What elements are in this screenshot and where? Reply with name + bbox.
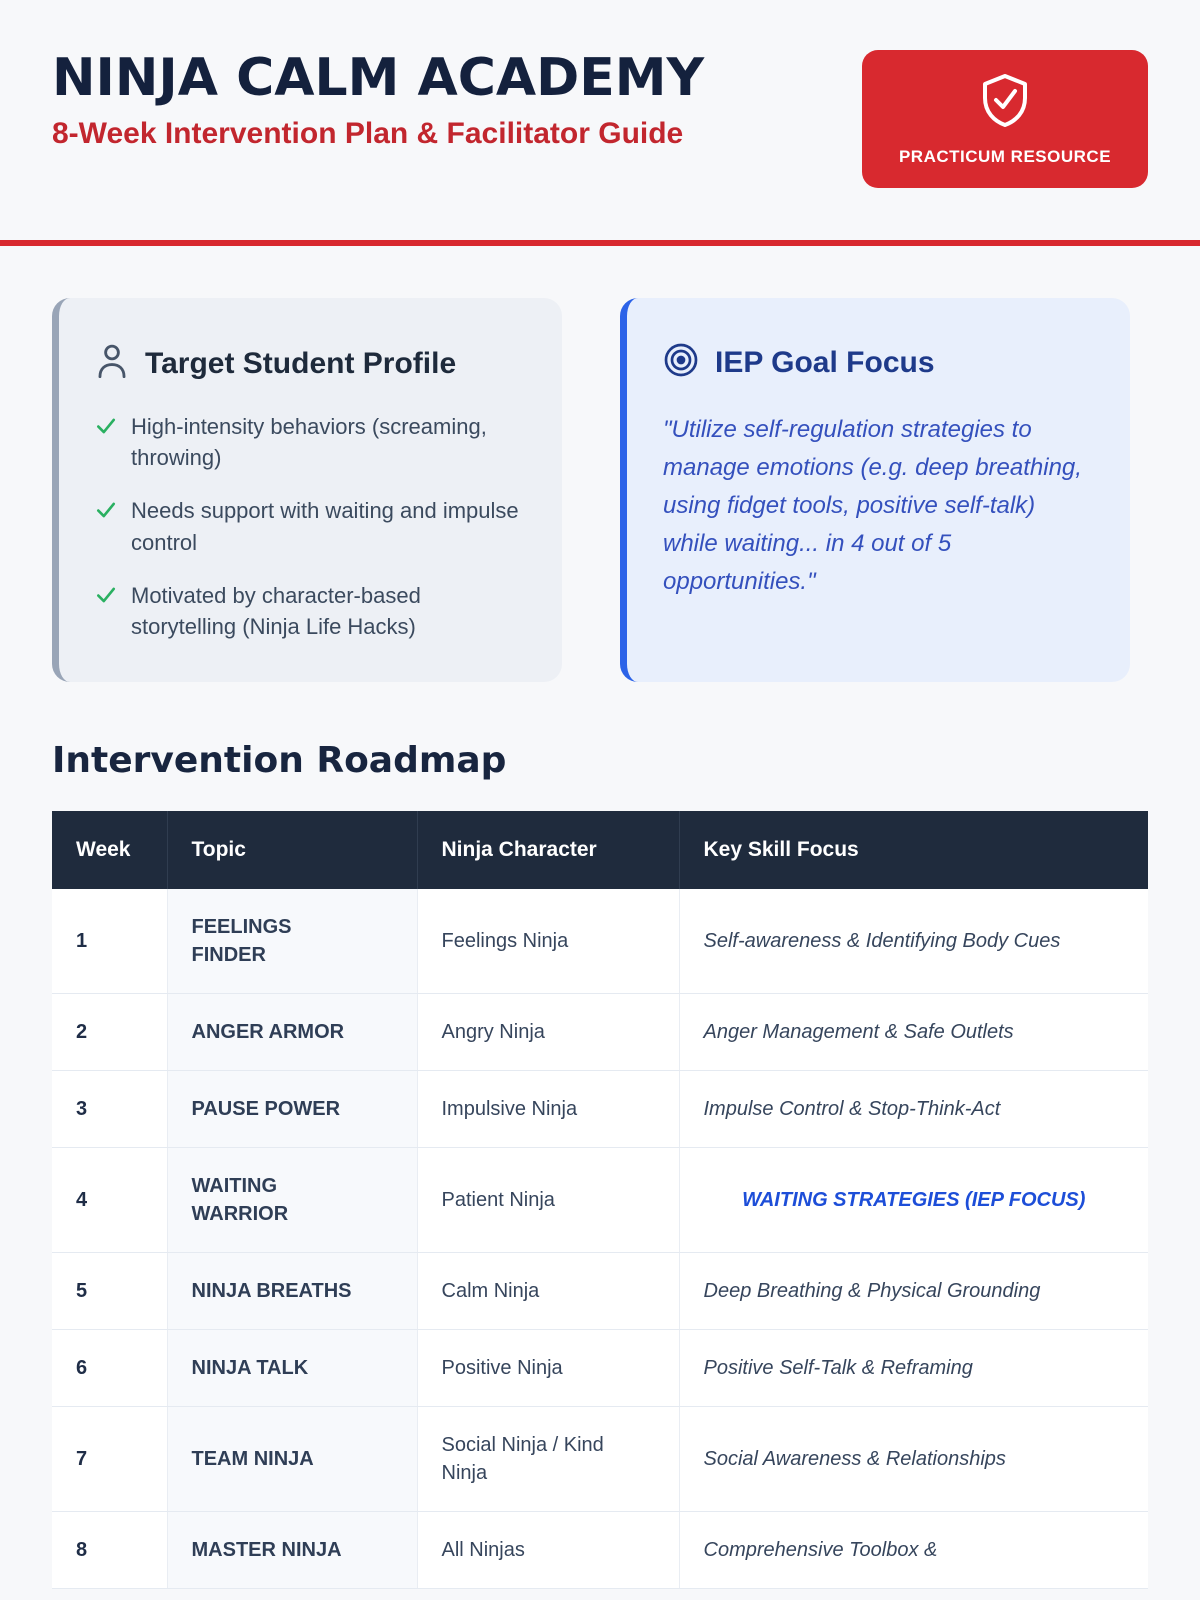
character-cell: Calm Ninja <box>416 1252 679 1331</box>
week-cell: 6 <box>52 1329 167 1408</box>
table-row: 7 TEAM NINJA Social Ninja / Kind Ninja S… <box>52 1406 1148 1513</box>
person-icon <box>95 342 129 385</box>
character-cell: All Ninjas <box>416 1511 679 1590</box>
skill-cell: Deep Breathing & Physical Grounding <box>678 1252 1148 1331</box>
topic-cell: FEELINGS FINDER <box>166 889 417 995</box>
table-body: 1 FEELINGS FINDER Feelings Ninja Self-aw… <box>52 889 1148 1590</box>
week-cell: 7 <box>52 1406 167 1513</box>
header-row: Week Topic Ninja Character Key Skill Foc… <box>52 811 1148 890</box>
target-icon <box>663 342 699 383</box>
list-item: Motivated by character-based storytellin… <box>95 580 526 642</box>
skill-cell: Positive Self-Talk & Reframing <box>678 1329 1148 1408</box>
week-cell: 4 <box>52 1147 167 1254</box>
table-row: 8 MASTER NINJA All Ninjas Comprehensive … <box>52 1511 1148 1590</box>
table-row: 6 NINJA TALK Positive Ninja Positive Sel… <box>52 1329 1148 1408</box>
character-cell: Patient Ninja <box>416 1147 679 1254</box>
column-header-skill: Key Skill Focus <box>679 811 1148 890</box>
iep-goal-quote: "Utilize self-regulation strategies to m… <box>663 416 1082 595</box>
badge-label: PRACTICUM RESOURCE <box>898 146 1112 166</box>
topic-cell: WAITING WARRIOR <box>166 1147 417 1254</box>
column-header-week: Week <box>52 811 168 890</box>
check-icon <box>95 498 117 557</box>
page-subtitle: 8-Week Intervention Plan & Facilitator G… <box>52 117 684 151</box>
check-icon <box>95 414 117 473</box>
practicum-badge: PRACTICUM RESOURCE <box>862 50 1148 188</box>
iep-card-header: IEP Goal Focus <box>663 342 1094 383</box>
skill-cell: Social Awareness & Relationships <box>678 1406 1148 1513</box>
table-head: Week Topic Ninja Character Key Skill Foc… <box>52 811 1148 890</box>
list-item-text: High-intensity behaviors (screaming, thr… <box>131 414 487 471</box>
roadmap-title: Intervention Roadmap <box>52 740 507 782</box>
table-row: 5 NINJA BREATHS Calm Ninja Deep Breathin… <box>52 1252 1148 1331</box>
iep-goal-focus-card: IEP Goal Focus "Utilize self-regulation … <box>620 298 1130 683</box>
roadmap-table: Week Topic Ninja Character Key Skill Foc… <box>52 811 1148 1590</box>
topic-cell: MASTER NINJA <box>166 1511 417 1590</box>
week-cell: 3 <box>52 1070 167 1149</box>
topic-cell: NINJA TALK <box>166 1329 417 1408</box>
skill-cell-iep-highlight: WAITING STRATEGIES (IEP FOCUS) <box>678 1147 1148 1254</box>
list-item-text: Motivated by character-based storytellin… <box>131 582 421 640</box>
table-row: 2 ANGER ARMOR Angry Ninja Anger Manageme… <box>52 993 1148 1072</box>
shield-check-icon <box>979 72 1031 133</box>
table-row: 3 PAUSE POWER Impulsive Ninja Impulse Co… <box>52 1070 1148 1149</box>
list-item: Needs support with waiting and impulse c… <box>95 495 526 557</box>
list-item: High-intensity behaviors (screaming, thr… <box>95 411 526 473</box>
skill-cell: Impulse Control & Stop-Think-Act <box>678 1070 1148 1149</box>
character-cell: Positive Ninja <box>416 1329 679 1408</box>
character-cell: Impulsive Ninja <box>416 1070 679 1149</box>
table-row: 1 FEELINGS FINDER Feelings Ninja Self-aw… <box>52 889 1148 995</box>
profile-card-title: Target Student Profile <box>145 346 457 380</box>
header-text-block: NINJA CALM ACADEMY 8-Week Intervention P… <box>52 48 705 151</box>
column-header-topic: Topic <box>167 811 418 890</box>
header: NINJA CALM ACADEMY 8-Week Intervention P… <box>0 0 1200 188</box>
character-cell: Feelings Ninja <box>416 889 679 995</box>
skill-cell: Comprehensive Toolbox & <box>678 1511 1148 1590</box>
skill-cell: Self-awareness & Identifying Body Cues <box>678 889 1148 995</box>
character-cell: Social Ninja / Kind Ninja <box>416 1406 679 1513</box>
check-icon <box>95 583 117 642</box>
list-item-text: Needs support with waiting and impulse c… <box>131 498 519 555</box>
topic-cell: NINJA BREATHS <box>166 1252 417 1331</box>
column-header-character: Ninja Character <box>417 811 680 890</box>
week-cell: 2 <box>52 993 167 1072</box>
profile-card-header: Target Student Profile <box>95 342 526 385</box>
week-cell: 1 <box>52 889 167 995</box>
profile-list: High-intensity behaviors (screaming, thr… <box>95 411 526 642</box>
character-cell: Angry Ninja <box>416 993 679 1072</box>
skill-cell: Anger Management & Safe Outlets <box>678 993 1148 1072</box>
topic-cell: PAUSE POWER <box>166 1070 417 1149</box>
iep-card-title: IEP Goal Focus <box>715 345 935 379</box>
week-cell: 8 <box>52 1511 167 1590</box>
table-row-iep-focus: 4 WAITING WARRIOR Patient Ninja WAITING … <box>52 1147 1148 1254</box>
header-divider <box>0 240 1200 246</box>
summary-cards: Target Student Profile High-intensity be… <box>52 298 1130 683</box>
topic-cell: TEAM NINJA <box>166 1406 417 1513</box>
target-student-profile-card: Target Student Profile High-intensity be… <box>52 298 562 683</box>
page-title: NINJA CALM ACADEMY <box>52 48 705 108</box>
week-cell: 5 <box>52 1252 167 1331</box>
topic-cell: ANGER ARMOR <box>166 993 417 1072</box>
